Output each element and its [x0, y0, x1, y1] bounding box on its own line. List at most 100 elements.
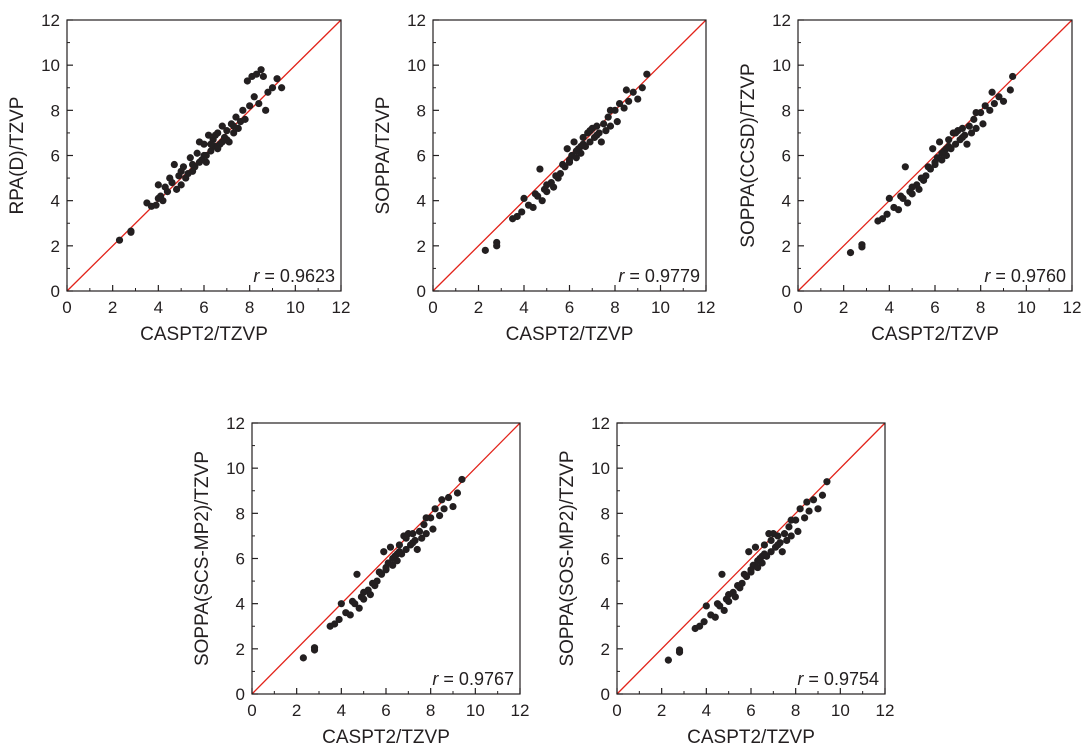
- x-tick-label: 0: [62, 298, 71, 317]
- data-point: [396, 541, 403, 548]
- data-point: [449, 503, 456, 510]
- data-point: [207, 141, 214, 148]
- data-point: [747, 566, 754, 573]
- chart-panel-1: 0 2 4 6 8 10 12024681012CASPT2/TZVPRPA(D)/TZVP…: [7, 11, 350, 345]
- data-point: [423, 530, 430, 537]
- y-tick-label: 10: [407, 56, 426, 75]
- data-point: [761, 550, 768, 557]
- data-point: [414, 546, 421, 553]
- chart-panel-4: 0 2 4 6 8 10 12 0 2 4 6 8 10 12 CASPT2/TZVP SOPPA(SCS-M…: [192, 414, 529, 748]
- y-tick-label: 12: [226, 414, 245, 433]
- data-point: [376, 568, 383, 575]
- x-tick-label: 4: [702, 701, 711, 720]
- y-axis-label: SOPPA(SCS-MP2)/TZVP: [192, 451, 213, 666]
- correlation-value: = 0.9623: [259, 266, 335, 286]
- data-point: [768, 537, 775, 544]
- data-point: [380, 548, 387, 555]
- data-point: [536, 165, 543, 172]
- data-point: [634, 95, 641, 102]
- data-point: [630, 89, 637, 96]
- data-point: [614, 118, 621, 125]
- x-tick-label: 4: [154, 298, 163, 317]
- data-point: [570, 138, 577, 145]
- y-tick-label: 10: [772, 56, 791, 75]
- y-tick-label: 2: [601, 640, 610, 659]
- data-point: [189, 161, 196, 168]
- data-point: [966, 123, 973, 130]
- data-point: [973, 109, 980, 116]
- correlation-value: = 0.9779: [624, 266, 700, 286]
- x-tick-label: 6: [381, 701, 390, 720]
- data-point: [171, 161, 178, 168]
- data-point: [493, 239, 500, 246]
- data-point: [586, 127, 593, 134]
- diagonal-line: [252, 423, 520, 694]
- data-point: [676, 646, 683, 653]
- data-point: [338, 600, 345, 607]
- x-tick-label: 6: [199, 298, 208, 317]
- data-point: [716, 602, 723, 609]
- x-tick-label: 12: [697, 298, 716, 317]
- x-tick-label: 10: [286, 298, 305, 317]
- data-point: [788, 532, 795, 539]
- data-point: [203, 159, 210, 166]
- data-point: [785, 523, 792, 530]
- data-point: [703, 602, 710, 609]
- data-point: [761, 541, 768, 548]
- data-point: [152, 202, 159, 209]
- y-tick-label: 8: [782, 101, 791, 120]
- data-point: [665, 657, 672, 664]
- data-point: [387, 544, 394, 551]
- data-point: [718, 571, 725, 578]
- x-tick-label: 0: [793, 298, 802, 317]
- data-point: [520, 195, 527, 202]
- data-point: [445, 494, 452, 501]
- data-point: [300, 654, 307, 661]
- data-point: [242, 116, 249, 123]
- data-point: [797, 505, 804, 512]
- data-point: [351, 600, 358, 607]
- y-tick-label: 0: [236, 685, 245, 704]
- data-point: [952, 129, 959, 136]
- data-point: [895, 206, 902, 213]
- data-point: [155, 195, 162, 202]
- x-tick-label: 8: [426, 701, 435, 720]
- data-point: [593, 123, 600, 130]
- data-point: [959, 134, 966, 141]
- correlation-label: r = 0.9623: [253, 266, 335, 286]
- data-point: [918, 174, 925, 181]
- data-point: [643, 71, 650, 78]
- data-point: [360, 596, 367, 603]
- data-point: [899, 195, 906, 202]
- y-tick-label: 8: [236, 504, 245, 523]
- data-point: [214, 145, 221, 152]
- y-tick-label: 0: [601, 685, 610, 704]
- data-point: [482, 247, 489, 254]
- data-point: [518, 208, 525, 215]
- data-point: [810, 496, 817, 503]
- x-tick-label: 10: [831, 701, 850, 720]
- y-tick-label: 8: [417, 101, 426, 120]
- y-tick-label: 8: [601, 504, 610, 523]
- x-tick-label: 2: [657, 701, 666, 720]
- x-tick-label: 0: [612, 701, 621, 720]
- data-point: [239, 107, 246, 114]
- x-tick-label: 12: [332, 298, 351, 317]
- data-point: [543, 181, 550, 188]
- data-point: [246, 102, 253, 109]
- x-tick-label: 2: [839, 298, 848, 317]
- data-point: [353, 571, 360, 578]
- y-tick-label: 6: [601, 550, 610, 569]
- data-point: [347, 611, 354, 618]
- x-axis-label: CASPT2/TZVP: [506, 324, 634, 345]
- data-point: [959, 125, 966, 132]
- data-point: [779, 548, 786, 555]
- data-point: [607, 123, 614, 130]
- x-axis-label: CASPT2/TZVP: [871, 324, 999, 345]
- data-point: [196, 159, 203, 166]
- x-tick-label: 4: [885, 298, 894, 317]
- data-point: [230, 123, 237, 130]
- y-tick-label: 10: [591, 459, 610, 478]
- correlation-label: r = 0.9754: [797, 669, 879, 689]
- data-point: [260, 73, 267, 80]
